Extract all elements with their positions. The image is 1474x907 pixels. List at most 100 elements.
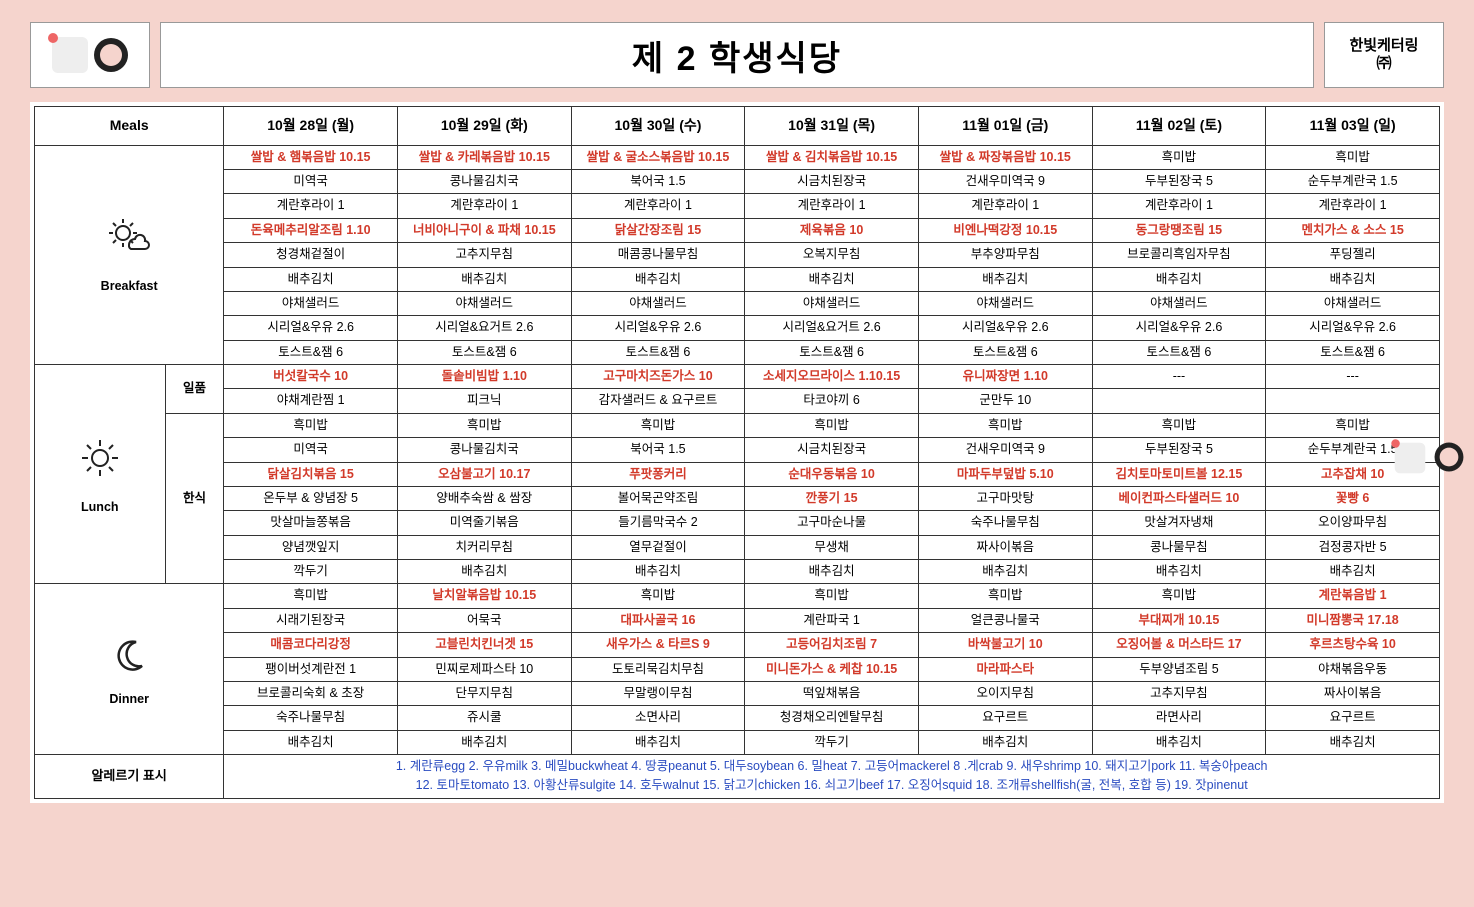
menu-cell: 배추김치 xyxy=(571,267,745,291)
menu-item: 쌀밥 & 햄볶음밥 10.15 xyxy=(226,148,395,167)
menu-cell: 배추김치 xyxy=(745,560,919,584)
menu-item: 토스트&잼 6 xyxy=(1095,343,1264,362)
menu-item: 미역국 xyxy=(226,172,395,191)
menu-item: 계란후라이 1 xyxy=(1268,196,1437,215)
menu-cell: 브로콜리숙회 & 초장 xyxy=(224,681,398,705)
mascot-icon xyxy=(52,37,88,73)
menu-cell: 쌀밥 & 굴소스볶음밥 10.15 xyxy=(571,145,745,169)
menu-cell: 시리얼&우유 2.6 xyxy=(571,316,745,340)
menu-cell: 짜사이볶음 xyxy=(1266,681,1440,705)
menu-cell: 닭살간장조림 15 xyxy=(571,218,745,242)
day-header: 11월 02일 (토) xyxy=(1092,107,1266,146)
menu-item: 건새우미역국 9 xyxy=(966,442,1045,456)
menu-cell: 계란볶음밥 1 xyxy=(1266,584,1440,608)
menu-item: 시래기된장국 xyxy=(226,611,395,630)
menu-cell: 시금치된장국 xyxy=(745,438,919,462)
menu-item: 흑미밥 xyxy=(226,586,395,605)
menu-cell: 계란후라이 1 xyxy=(745,194,919,218)
menu-cell: 배추김치 xyxy=(745,267,919,291)
menu-cell: 토스트&잼 6 xyxy=(918,340,1092,364)
menu-cell: 매콤콩나물무침 xyxy=(571,243,745,267)
menu-item: 단무지무침 xyxy=(400,684,569,703)
table-row: 온두부 & 양념장 5양배추숙쌈 & 쌈장볼어묵곤약조림깐풍기 15고구마맛탕베… xyxy=(35,486,1440,510)
menu-cell: 감자샐러드 & 요구르트 xyxy=(571,389,745,413)
menu-cell: 치커리무침 xyxy=(397,535,571,559)
menu-cell: 미니돈가스 & 케찹 10.15 xyxy=(745,657,919,681)
table-row: 배추김치배추김치배추김치깍두기배추김치배추김치배추김치 xyxy=(35,730,1440,754)
menu-item: 배추김치 xyxy=(982,564,1028,578)
menu-cell: 볼어묵곤약조림 xyxy=(571,486,745,510)
menu-item: 피크닉 xyxy=(467,393,502,407)
menu-item: 대파사골국 16 xyxy=(574,611,743,630)
menu-item: 마라파스타 xyxy=(921,660,1090,679)
brand-line1: 한빛케터링 xyxy=(1349,37,1418,55)
menu-item: 계란후라이 1 xyxy=(226,196,395,215)
menu-cell: 부대찌개 10.15 xyxy=(1092,608,1266,632)
menu-item: 배추김치 xyxy=(226,733,395,752)
menu-cell: 날치알볶음밥 10.15 xyxy=(397,584,571,608)
menu-cell: 타코야끼 6 xyxy=(745,389,919,413)
menu-item: 오이양파무침 xyxy=(1318,515,1387,529)
menu-cell: 계란후라이 1 xyxy=(1092,194,1266,218)
menu-cell: 두부양념조림 5 xyxy=(1092,657,1266,681)
menu-cell: 계란파국 1 xyxy=(745,608,919,632)
menu-item: 도토리묵김치무침 xyxy=(574,660,743,679)
menu-cell: 콩나물김치국 xyxy=(397,170,571,194)
menu-item: 흑미밥 xyxy=(1162,418,1197,432)
menu-item: 유니짜장면 1.10 xyxy=(963,369,1048,383)
menu-item: 부대찌개 10.15 xyxy=(1095,611,1264,630)
menu-item: 무말랭이무침 xyxy=(574,684,743,703)
menu-cell: 야채계란찜 1 xyxy=(224,389,398,413)
menu-cell: 배추김치 xyxy=(918,267,1092,291)
menu-item: 양념깻잎지 xyxy=(282,540,340,554)
mascot2-icon xyxy=(94,38,128,72)
menu-cell: 온두부 & 양념장 5 xyxy=(224,486,398,510)
menu-item: 시리얼&우유 2.6 xyxy=(1095,318,1264,337)
menu-item: 두부된장국 5 xyxy=(1095,172,1264,191)
menu-item: 너비아니구이 & 파채 10.15 xyxy=(400,221,569,240)
day-header: 10월 31일 (목) xyxy=(745,107,919,146)
menu-item: 토스트&잼 6 xyxy=(921,343,1090,362)
brand-box: 한빛케터링 ㈜ xyxy=(1324,22,1444,88)
menu-item: 야채샐러드 xyxy=(574,294,743,313)
menu-item: 숙주나물무침 xyxy=(971,515,1040,529)
menu-cell xyxy=(1266,389,1440,413)
menu-cell: 오이양파무침 xyxy=(1266,511,1440,535)
menu-cell: 소세지오므라이스 1.10.15 xyxy=(745,365,919,389)
menu-item: 흑미밥 xyxy=(1268,148,1437,167)
menu-cell: 오삼불고기 10.17 xyxy=(397,462,571,486)
menu-cell: 흑미밥 xyxy=(1092,413,1266,437)
menu-cell: 고추지무침 xyxy=(1092,681,1266,705)
menu-cell: 푸딩젤리 xyxy=(1266,243,1440,267)
menu-cell: 들기름막국수 2 xyxy=(571,511,745,535)
menu-cell: 매콤코다리강정 xyxy=(224,633,398,657)
menu-cell: 콩나물무침 xyxy=(1092,535,1266,559)
menu-cell: 맛살마늘쫑볶음 xyxy=(224,511,398,535)
menu-cell: 비엔나떡강정 10.15 xyxy=(918,218,1092,242)
menu-cell: 시리얼&우유 2.6 xyxy=(918,316,1092,340)
menu-item: 고추지무침 xyxy=(1095,684,1264,703)
menu-cell: 양념깻잎지 xyxy=(224,535,398,559)
menu-cell: 쌀밥 & 카레볶음밥 10.15 xyxy=(397,145,571,169)
menu-item: 푸팟퐁커리 xyxy=(629,467,687,481)
menu-cell: 부추양파무침 xyxy=(918,243,1092,267)
menu-cell: 깐풍기 15 xyxy=(745,486,919,510)
menu-item: 제육볶음 10 xyxy=(747,221,916,240)
day-header: 11월 01일 (금) xyxy=(918,107,1092,146)
day-header: 10월 28일 (월) xyxy=(224,107,398,146)
menu-cell: 야채샐러드 xyxy=(571,291,745,315)
menu-item: 들기름막국수 2 xyxy=(618,515,697,529)
menu-item: 흑미밥 xyxy=(293,418,328,432)
menu-item: 야채볶음우동 xyxy=(1268,660,1437,679)
menu-cell: 야채샐러드 xyxy=(745,291,919,315)
menu-cell: 흑미밥 xyxy=(918,584,1092,608)
menu-cell: 배추김치 xyxy=(1092,730,1266,754)
menu-cell: 흑미밥 xyxy=(918,413,1092,437)
allergy-label: 알레르기 표시 xyxy=(35,755,224,799)
menu-item: 시리얼&요거트 2.6 xyxy=(747,318,916,337)
menu-cell: 쌀밥 & 햄볶음밥 10.15 xyxy=(224,145,398,169)
menu-cell: 떡잎채볶음 xyxy=(745,681,919,705)
menu-item: 콩나물무침 xyxy=(1150,540,1208,554)
menu-item: 깍두기 xyxy=(293,564,328,578)
menu-item: 요구르트 xyxy=(1268,708,1437,727)
